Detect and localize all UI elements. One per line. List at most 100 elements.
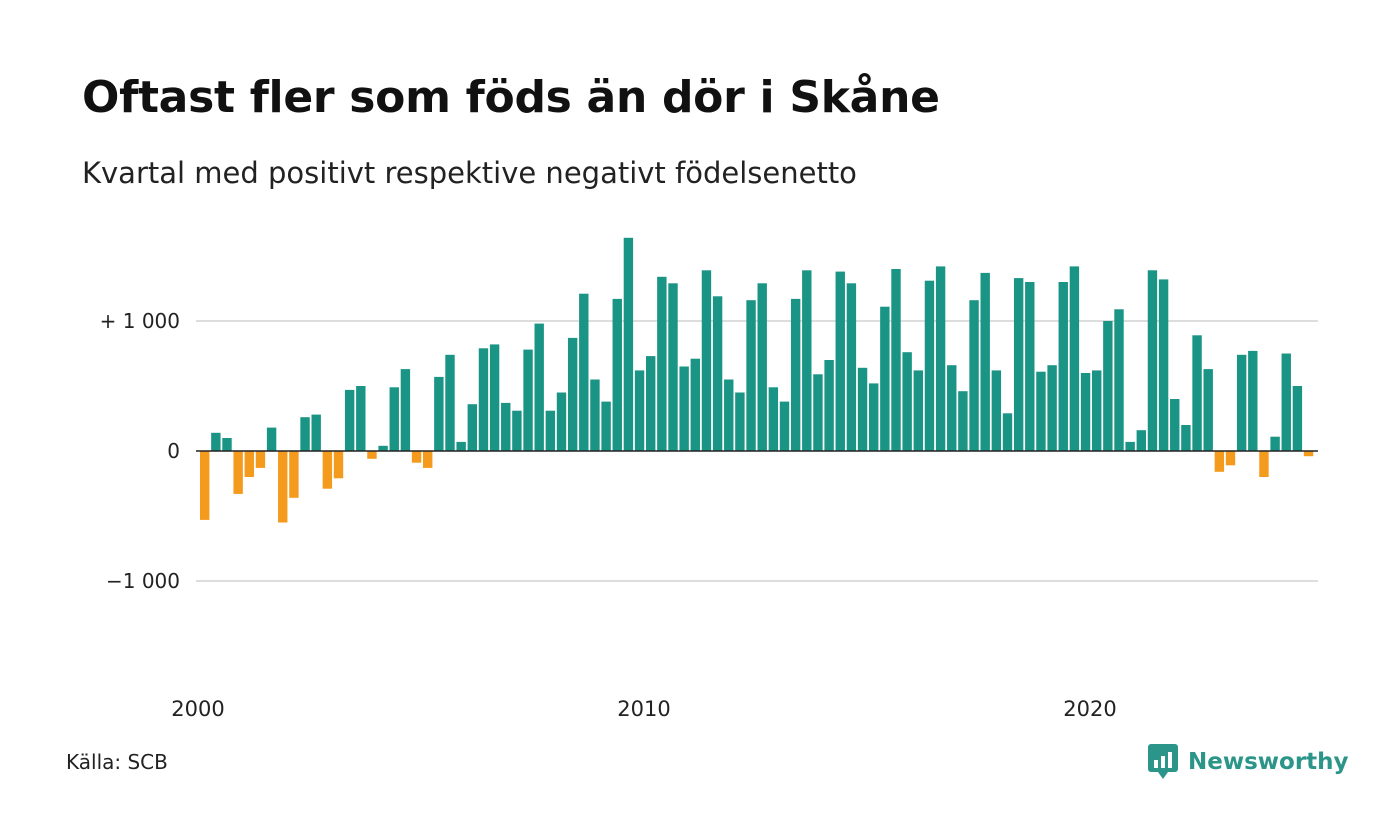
bar-76 [1047, 365, 1057, 451]
bar-40 [646, 356, 656, 451]
bar-66 [935, 266, 946, 451]
bar-18 [400, 369, 411, 451]
bar-79 [1080, 373, 1091, 451]
y-tick-label-1: 0 [167, 439, 180, 463]
bar-34 [579, 293, 589, 451]
bar-23 [456, 441, 466, 451]
bar-24 [467, 404, 477, 451]
bar-20 [423, 451, 433, 468]
bar-52 [779, 401, 790, 451]
bar-chart: + 1 000 0 −1 000 2000 2010 2020 [100, 237, 1318, 721]
bar-98 [1292, 386, 1303, 451]
bar-58 [846, 283, 857, 451]
bar-80 [1092, 370, 1102, 451]
y-tick-label-2: −1 000 [106, 569, 180, 593]
bar-88 [1181, 425, 1191, 451]
bar-43 [679, 366, 689, 451]
bar-51 [768, 387, 779, 451]
bar-0 [200, 451, 210, 520]
bar-26 [489, 344, 500, 451]
bar-86 [1158, 279, 1169, 451]
bar-48 [735, 392, 745, 451]
bar-31 [545, 410, 556, 451]
bar-13 [344, 389, 355, 451]
bar-69 [969, 300, 979, 451]
chart-subtitle: Kvartal med positivt respektive negativt… [82, 156, 857, 190]
bar-70 [980, 272, 990, 451]
bar-54 [802, 270, 812, 451]
y-tick-label-0: + 1 000 [100, 309, 180, 333]
bar-95 [1259, 451, 1269, 477]
bar-15 [367, 451, 377, 459]
bar-53 [790, 298, 801, 451]
bar-47 [724, 379, 734, 451]
bar-9 [300, 417, 310, 451]
bar-1 [211, 432, 221, 451]
bar-3 [233, 451, 243, 494]
bar-59 [857, 367, 868, 451]
bar-4 [244, 451, 254, 477]
bar-78 [1069, 266, 1080, 451]
bar-96 [1270, 436, 1280, 451]
bar-99 [1303, 451, 1314, 457]
bar-64 [913, 370, 923, 451]
bar-94 [1248, 350, 1258, 451]
bar-50 [757, 283, 767, 451]
bar-25 [478, 348, 489, 451]
bar-8 [289, 451, 299, 498]
bar-74 [1025, 282, 1035, 451]
x-tick-label-0: 2000 [171, 697, 224, 721]
bar-91 [1214, 451, 1225, 472]
bar-21 [434, 376, 444, 451]
bar-32 [556, 392, 567, 451]
bar-45 [701, 270, 712, 451]
bar-92 [1225, 451, 1236, 466]
bar-55 [813, 374, 823, 451]
bar-73 [1013, 278, 1024, 451]
bar-75 [1036, 371, 1046, 451]
bar-85 [1147, 270, 1158, 451]
bar-36 [601, 401, 611, 451]
bar-49 [746, 300, 756, 451]
bar-29 [523, 349, 533, 451]
bar-5 [255, 451, 266, 468]
bar-30 [534, 323, 544, 451]
bar-72 [1002, 413, 1013, 451]
bar-61 [880, 306, 890, 451]
bar-44 [690, 358, 700, 451]
bar-71 [991, 370, 1002, 451]
bar-97 [1281, 353, 1291, 451]
bar-77 [1058, 282, 1068, 451]
bar-42 [668, 283, 678, 451]
axes: + 1 000 0 −1 000 2000 2010 2020 [100, 309, 1318, 721]
bar-93 [1236, 354, 1247, 451]
bar-65 [924, 280, 935, 451]
bar-37 [612, 298, 622, 451]
bar-14 [356, 386, 366, 451]
bar-33 [567, 337, 578, 451]
chart-title: Oftast fler som föds än dör i Skåne [82, 72, 940, 123]
bar-11 [322, 451, 333, 489]
gridlines [196, 320, 1318, 582]
bar-87 [1170, 399, 1180, 451]
bar-60 [869, 383, 879, 451]
bar-10 [311, 414, 321, 451]
bar-83 [1125, 441, 1135, 451]
bar-90 [1203, 369, 1213, 451]
bar-56 [824, 360, 834, 451]
bar-7 [278, 451, 288, 523]
bar-22 [445, 354, 455, 451]
bar-89 [1192, 335, 1202, 451]
bar-27 [501, 402, 511, 451]
bar-38 [623, 237, 634, 451]
source-note: Källa: SCB [66, 750, 168, 774]
chart-bubble-icon [1148, 744, 1178, 779]
x-tick-label-2: 2020 [1063, 697, 1116, 721]
bar-84 [1136, 430, 1146, 451]
bar-68 [958, 391, 968, 451]
bar-67 [947, 365, 957, 451]
bar-28 [512, 410, 522, 451]
bar-81 [1103, 321, 1113, 451]
bar-46 [712, 296, 723, 451]
bar-63 [902, 352, 912, 451]
